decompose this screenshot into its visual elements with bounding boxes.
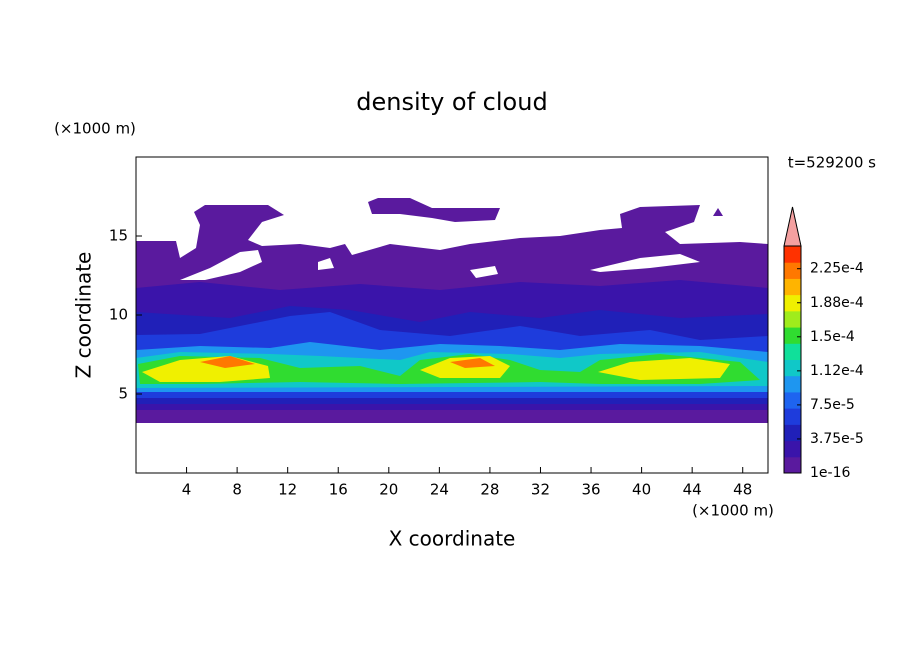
x-axis-label: X coordinate (389, 527, 516, 551)
x-tick-label: 36 (581, 481, 600, 499)
colorbar-band (784, 408, 801, 425)
colorbar-tick-label: 1.88e-4 (810, 295, 864, 311)
colorbar-tick-label: 1.5e-4 (810, 329, 855, 345)
x-tick-label: 20 (379, 481, 398, 499)
colorbar-band (784, 310, 801, 328)
colorbar-band (784, 440, 801, 458)
time-annotation: t=529200 s (788, 154, 876, 172)
y-axis-label: Z coordinate (72, 252, 96, 379)
x-tick-label: 24 (430, 481, 449, 499)
colorbar-tick-label: 1e-16 (810, 465, 850, 481)
colorbar-band (784, 359, 801, 377)
chart-title: density of cloud (356, 88, 547, 116)
colorbar-band (784, 246, 801, 263)
colorbar-frame (783, 245, 802, 474)
colorbar-band (784, 375, 801, 393)
x-tick-label: 12 (278, 481, 297, 499)
colorbar-band (784, 391, 801, 409)
x-tick-label: 4 (182, 481, 192, 499)
x-tick-label: 48 (733, 481, 752, 499)
colorbar-band (784, 327, 801, 344)
field-region (200, 356, 495, 368)
colorbar-tick-label: 7.5e-5 (810, 397, 855, 413)
colorbar-tick-label: 3.75e-5 (810, 431, 864, 447)
y-unit: (×1000 m) (54, 120, 136, 138)
colorbar-band (784, 424, 801, 442)
field-hole (180, 250, 735, 312)
colorbar-tick-label: 2.25e-4 (810, 261, 864, 277)
y-tick-label: 5 (118, 385, 128, 403)
x-tick-label: 44 (683, 481, 702, 499)
x-tick-label: 32 (531, 481, 550, 499)
x-tick-label: 16 (329, 481, 348, 499)
field-region (713, 208, 723, 216)
field-region (368, 198, 500, 222)
colorbar-extend (783, 206, 802, 247)
colorbar-band (784, 278, 801, 296)
contour-field (136, 198, 768, 423)
colorbar-band (784, 343, 801, 360)
y-tick-label: 15 (109, 227, 128, 245)
x-unit: (×1000 m) (692, 502, 774, 520)
colorbar-band (784, 294, 801, 312)
colorbar-tick-label: 1.12e-4 (810, 363, 864, 379)
x-tick-label: 8 (232, 481, 242, 499)
y-tick-label: 10 (109, 306, 128, 324)
field-region (142, 356, 730, 382)
colorbar-band (784, 456, 801, 474)
colorbar-band (784, 262, 801, 279)
x-tick-label: 28 (480, 481, 499, 499)
x-tick-label: 40 (632, 481, 651, 499)
